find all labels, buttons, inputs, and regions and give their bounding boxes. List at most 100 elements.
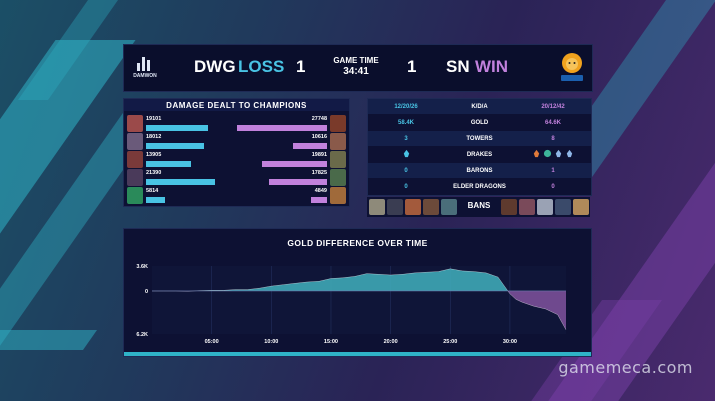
right-champion-icon xyxy=(330,151,346,168)
gold-difference-panel: GOLD DIFFERENCE OVER TIME 3.6K 0 6.2K 05:00… xyxy=(123,228,592,357)
suning-logo xyxy=(558,50,586,84)
ban-champion-icon xyxy=(519,199,535,215)
kda-left: 12/20/26 xyxy=(394,103,418,110)
game-time-label: GAME TIME xyxy=(333,56,379,65)
ban-champion-icon xyxy=(405,199,421,215)
gold-chart-title: GOLD DIFFERENCE OVER TIME xyxy=(287,238,428,248)
left-damage-value: 5814 xyxy=(146,188,159,194)
y-tick-label: 6.2K xyxy=(136,332,148,338)
ban-champion-icon xyxy=(369,199,385,215)
towers-right: 8 xyxy=(551,135,555,142)
gold-difference-chart: 3.6K 0 6.2K 05:00 10:00 15:00 20:00 25:00 30:00 xyxy=(124,264,591,356)
right-team-name: SN xyxy=(446,57,470,76)
ban-champion-icon xyxy=(423,199,439,215)
right-damage-value: 17825 xyxy=(311,170,327,176)
right-damage-bar xyxy=(269,179,327,185)
infernal-drake-icon xyxy=(403,149,409,158)
right-damage-bar xyxy=(292,143,327,149)
damage-row: 5814 4849 xyxy=(124,187,349,208)
damage-panel-title: DAMAGE DEALT TO CHAMPIONS xyxy=(124,99,349,111)
stat-row-kda: 12/20/26 K/D/A 20/12/42 xyxy=(368,99,591,114)
ban-champion-icon xyxy=(573,199,589,215)
cloud-drake-icon xyxy=(555,149,562,158)
left-champion-icon xyxy=(127,169,143,186)
gold-label: GOLD xyxy=(470,119,489,126)
damage-panel: DAMAGE DEALT TO CHAMPIONS 19101 27748 1801… xyxy=(123,98,350,207)
stat-row-towers: 3 TOWERS 8 xyxy=(368,131,591,146)
left-team-score: 1 xyxy=(296,57,306,76)
ban-champion-icon xyxy=(387,199,403,215)
right-team-result: WIN xyxy=(475,57,509,76)
stat-row-elder-dragons: 0 ELDER DRAGONS 0 xyxy=(368,179,591,194)
left-damage-value: 13905 xyxy=(146,152,162,158)
right-team-score: 1 xyxy=(407,57,417,76)
cloud-drake-icon xyxy=(566,149,572,158)
right-champion-icon xyxy=(330,133,346,150)
left-champion-icon xyxy=(127,133,143,150)
barons-left: 0 xyxy=(404,167,408,174)
right-damage-bar xyxy=(262,161,327,167)
left-damage-bar xyxy=(146,197,165,203)
left-damage-bar xyxy=(146,125,208,131)
drakes-right xyxy=(515,149,591,160)
left-champion-icon xyxy=(127,151,143,168)
damage-row: 18012 10616 xyxy=(124,133,349,154)
left-damage-value: 18012 xyxy=(146,134,162,140)
x-tick-label: 20:00 xyxy=(384,339,398,345)
damwon-logo: DAMWON xyxy=(130,48,160,88)
barons-label: BARONS xyxy=(466,167,493,174)
left-champion-icon xyxy=(127,187,143,204)
ban-champion-icon xyxy=(555,199,571,215)
elder-label: ELDER DRAGONS xyxy=(453,183,506,190)
x-tick-label: 30:00 xyxy=(503,339,517,345)
left-damage-bar xyxy=(146,143,205,149)
x-tick-label: 05:00 xyxy=(205,339,219,345)
infernal-drake-icon xyxy=(534,149,540,158)
right-champion-icon xyxy=(330,169,346,186)
left-team-name: DWG xyxy=(194,57,236,76)
panel-bottom-accent xyxy=(124,352,591,356)
left-damage-bar xyxy=(146,179,216,185)
stat-row-drakes: DRAKES xyxy=(368,147,591,162)
right-damage-value: 10616 xyxy=(311,134,327,140)
right-damage-bar xyxy=(311,197,327,203)
damage-row: 19101 27748 xyxy=(124,115,349,136)
right-damage-value: 4849 xyxy=(314,188,327,194)
ban-champion-icon xyxy=(441,199,457,215)
damage-row: 13905 19891 xyxy=(124,151,349,172)
kda-label: K/D/A xyxy=(471,103,488,110)
gold-area-negative xyxy=(152,290,566,330)
towers-label: TOWERS xyxy=(466,135,493,142)
stat-row-gold: 58.4K GOLD 64.6K xyxy=(368,115,591,130)
y-tick-label: 0 xyxy=(145,289,148,295)
ban-champion-icon xyxy=(501,199,517,215)
stats-panel: 12/20/26 K/D/A 20/12/42 58.4K GOLD 64.6K… xyxy=(367,98,592,196)
right-champion-icon xyxy=(330,187,346,204)
ocean-drake-icon xyxy=(544,149,552,158)
suning-lion-icon xyxy=(561,53,583,81)
left-damage-bar xyxy=(146,161,192,167)
right-damage-bar xyxy=(237,125,327,131)
gold-area-positive xyxy=(193,268,508,291)
stat-row-barons: 0 BARONS 1 xyxy=(368,163,591,178)
right-champion-icon xyxy=(330,115,346,132)
x-tick-label: 10:00 xyxy=(264,339,278,345)
barons-right: 1 xyxy=(551,167,555,174)
x-tick-label: 25:00 xyxy=(443,339,457,345)
gold-right: 64.6K xyxy=(544,119,561,126)
towers-left: 3 xyxy=(404,135,408,142)
gold-line xyxy=(152,268,567,330)
bans-bar: BANS xyxy=(367,197,590,217)
gold-left: 58.4K xyxy=(397,119,414,126)
left-champion-icon xyxy=(127,115,143,132)
x-tick-label: 15:00 xyxy=(324,339,338,345)
left-damage-value: 19101 xyxy=(146,116,162,122)
left-damage-value: 21390 xyxy=(146,170,162,176)
right-damage-value: 27748 xyxy=(311,116,327,122)
y-tick-label: 3.6K xyxy=(136,264,148,270)
elder-left: 0 xyxy=(404,183,408,190)
scoreboard: DAMWON DWG LOSS 1 GAME TIME 34:41 1 SN W… xyxy=(123,44,593,92)
ban-champion-icon xyxy=(537,199,553,215)
watermark: gamemeca.com xyxy=(558,358,693,377)
kda-right: 20/12/42 xyxy=(541,103,565,110)
